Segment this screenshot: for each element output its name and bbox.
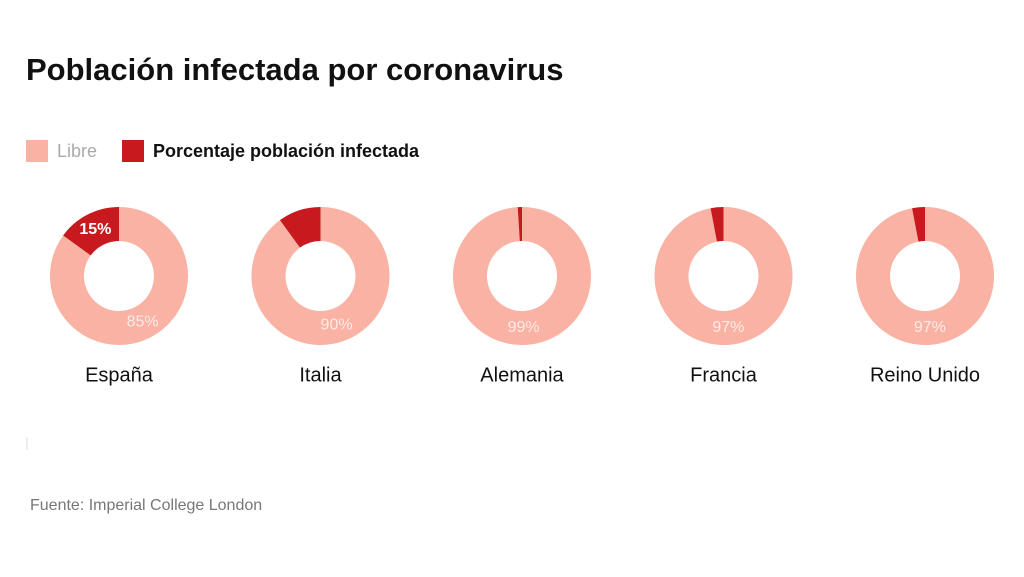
legend-swatch — [26, 140, 48, 162]
value-label: 97% — [914, 319, 946, 336]
donut-title: España — [85, 364, 154, 386]
value-label: 90% — [321, 317, 353, 334]
donut-title: Reino Unido — [870, 364, 980, 386]
legend-label[interactable]: Libre — [57, 141, 97, 161]
chart-title: Población infectada por coronavirus — [26, 52, 563, 87]
source: Fuente: Imperial College London — [30, 497, 262, 514]
donut-slice — [856, 207, 995, 345]
donut-title: Italia — [299, 364, 342, 386]
donut-title: Francia — [690, 364, 758, 386]
legend-label[interactable]: Porcentaje población infectada — [153, 141, 420, 161]
value-label: 99% — [508, 319, 540, 336]
value-label: 97% — [712, 319, 744, 336]
legend-swatch — [122, 140, 144, 162]
donut-slice — [453, 207, 592, 346]
donut-slice — [63, 207, 119, 256]
donut-title: Alemania — [480, 364, 564, 386]
donut-slice — [912, 207, 925, 242]
donut-slice — [710, 207, 724, 242]
value-label: 85% — [127, 314, 159, 331]
donut-slice — [49, 207, 189, 346]
donut-slice — [279, 207, 321, 248]
donut-slice — [517, 207, 522, 242]
donut-slice — [251, 207, 390, 346]
value-label: 15% — [79, 221, 111, 238]
donut-slice — [654, 207, 793, 345]
